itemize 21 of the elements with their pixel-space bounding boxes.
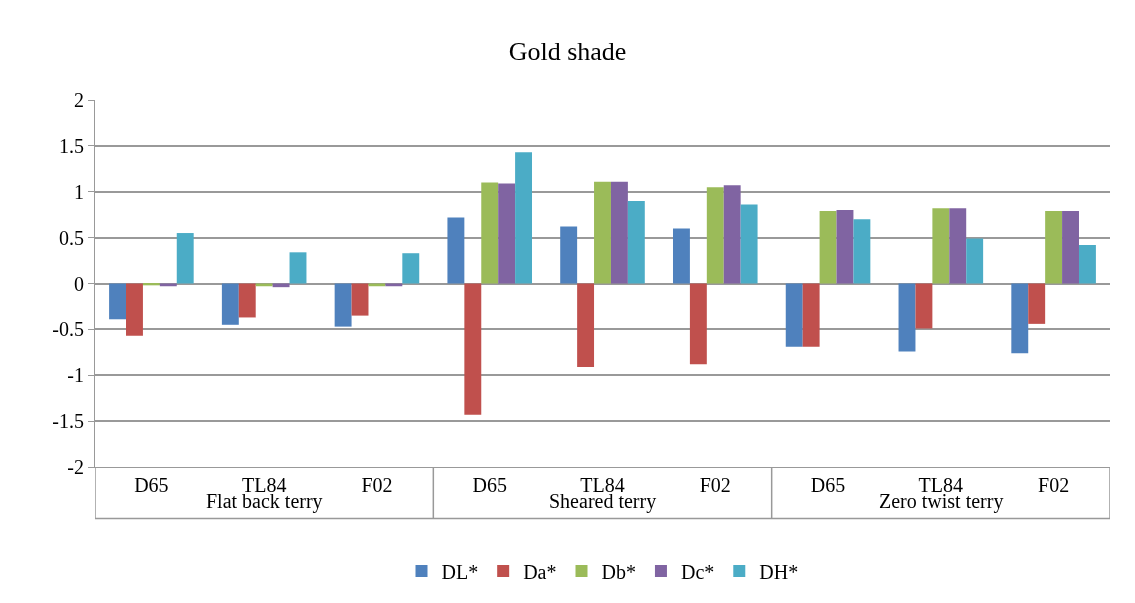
x-tick-label: D65 xyxy=(810,474,846,496)
x-tick-label: F02 xyxy=(699,474,731,496)
y-tick-label: 0 xyxy=(74,272,84,295)
y-tick-label: 1.5 xyxy=(59,134,84,157)
y-tick-label: 2 xyxy=(74,89,84,111)
legend-label: Dc* xyxy=(680,560,715,583)
y-tick-label: -2 xyxy=(67,456,84,478)
x-tick-label: D65 xyxy=(134,474,169,496)
y-tick-label: -1.5 xyxy=(52,410,84,433)
y-tick-label: -1 xyxy=(67,364,84,387)
y-tick-label: 1 xyxy=(74,180,84,203)
legend-label: DL* xyxy=(441,560,479,583)
x-tick-label: D65 xyxy=(472,474,507,496)
chart-title: Gold shade xyxy=(508,37,627,67)
legend-label: DH* xyxy=(759,560,799,583)
legend-label: Db* xyxy=(601,560,636,583)
x-tick-label: F02 xyxy=(361,474,393,496)
y-tick-label: -0.5 xyxy=(52,318,84,341)
legend-label: Da* xyxy=(523,560,557,583)
x-tick-label: F02 xyxy=(1038,474,1070,496)
y-tick-label: 0.5 xyxy=(59,226,84,249)
